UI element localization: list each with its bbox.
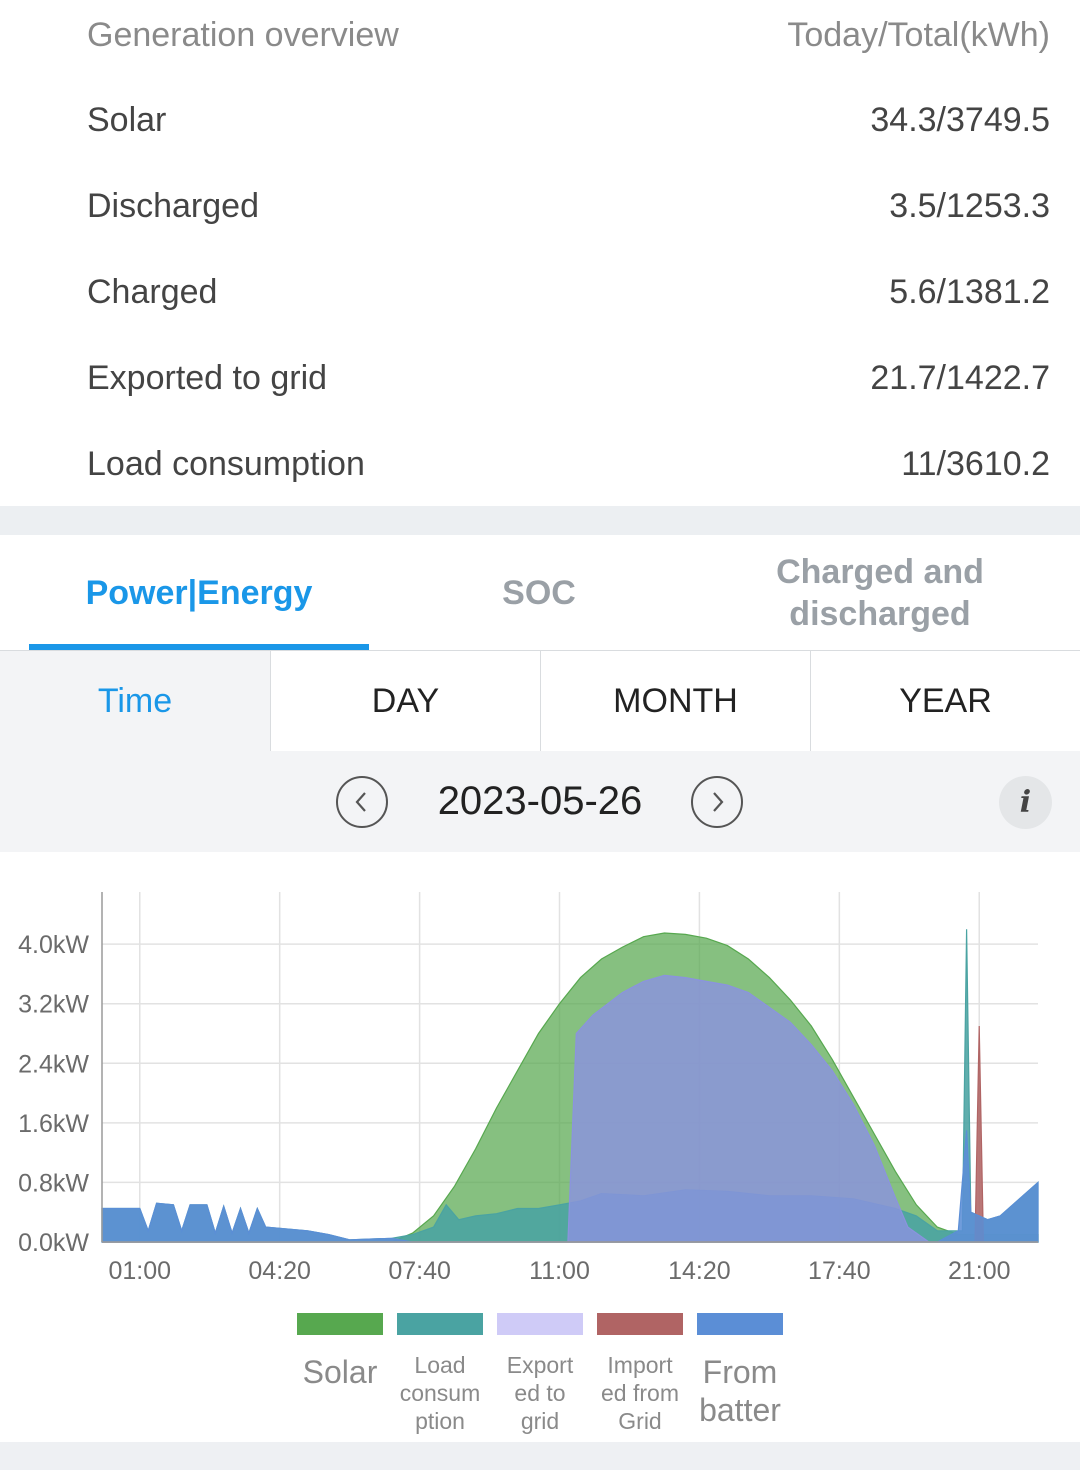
overview-row-charged: Charged 5.6/1381.2 [87,249,1050,335]
overview-row-exported: Exported to grid 21.7/1422.7 [87,335,1050,421]
overview-row-label: Load consumption [87,444,365,483]
overview-row-value: 21.7/1422.7 [870,358,1050,397]
overview-row-value: 11/3610.2 [901,444,1050,483]
power-chart-svg: 0.0kW 0.8kW 1.6kW 2.4kW 3.2kW 4.0kW 01:00 04:20… [18,892,1039,1285]
bottom-band [0,1442,1080,1470]
info-button[interactable]: i [999,776,1052,829]
legend-label: Export ed to grid [506,1352,574,1434]
legend-item-load[interactable]: Load consum ption [390,1310,490,1435]
legend-item-export[interactable]: Export ed to grid [490,1310,590,1435]
overview-row-label: Solar [87,100,167,139]
legend-item-battery[interactable]: From batter [690,1310,790,1429]
period-time-button[interactable]: Time [0,651,270,751]
chart-areas [101,929,1039,1243]
overview-row-label: Discharged [87,186,259,225]
x-tick-label: 04:20 [248,1257,311,1285]
x-tick-label: 07:40 [388,1257,451,1285]
tab-soc[interactable]: SOC [502,573,576,612]
y-tick-label: 0.0kW [18,1229,89,1257]
overview-row-load: Load consumption 11/3610.2 [87,421,1050,507]
x-tick-label: 01:00 [108,1257,171,1285]
y-tick-label: 1.6kW [18,1110,89,1138]
power-chart: 0.0kW 0.8kW 1.6kW 2.4kW 3.2kW 4.0kW 01:00 04:20… [0,852,1080,1442]
overview-row-label: Exported to grid [87,358,328,397]
overview-unit-label: Today/Total(kWh) [787,15,1050,54]
tab-charged-discharged[interactable]: Charged and discharged [776,552,984,633]
overview-row-value: 3.5/1253.3 [889,186,1050,225]
section-divider [0,506,1080,535]
x-tick-label: 14:20 [668,1257,731,1285]
series-area-exported-to-grid [102,974,1038,1243]
period-day-button[interactable]: DAY [270,651,540,751]
prev-date-button[interactable] [336,776,388,828]
date-bar: 2023-05-26 i [0,751,1080,852]
tab-power-energy[interactable]: Power|Energy [85,573,313,612]
overview-row-value: 34.3/3749.5 [870,100,1050,139]
legend-swatch [497,1313,583,1335]
next-date-button[interactable] [691,776,743,828]
active-tab-indicator [29,644,369,650]
overview-row-label: Charged [87,272,218,311]
period-year-button[interactable]: YEAR [810,651,1080,751]
overview-row-discharged: Discharged 3.5/1253.3 [87,163,1050,249]
chevron-left-icon [355,792,366,812]
legend-swatch [597,1313,683,1335]
y-tick-label: 4.0kW [18,931,89,959]
legend-label: Import ed from Grid [601,1352,679,1434]
y-tick-label: 0.8kW [18,1169,89,1197]
legend-swatch [697,1313,783,1335]
legend-item-import[interactable]: Import ed from Grid [590,1310,690,1435]
period-month-button[interactable]: MONTH [540,651,810,751]
y-tick-label: 3.2kW [18,991,89,1019]
legend-swatch [397,1313,483,1335]
info-icon: i [1019,785,1032,820]
chevron-right-icon [713,792,724,812]
x-tick-label: 17:40 [808,1257,871,1285]
overview-row-value: 5.6/1381.2 [889,272,1050,311]
overview-row-solar: Solar 34.3/3749.5 [87,77,1050,163]
legend-label: From batter [699,1354,781,1428]
legend-label: Load consum ption [399,1352,481,1434]
legend-label: Solar [302,1354,378,1390]
legend-item-solar[interactable]: Solar [290,1310,390,1391]
selected-date[interactable]: 2023-05-26 [437,779,643,823]
legend-swatch [297,1313,383,1335]
chart-tabs: Power|Energy SOC Charged and discharged [0,535,1080,650]
chart-axes: 0.0kW 0.8kW 1.6kW 2.4kW 3.2kW 4.0kW 01:00 04:20… [18,892,1038,1285]
x-tick-label: 21:00 [948,1257,1011,1285]
y-tick-label: 2.4kW [18,1050,89,1078]
generation-overview: Generation overview Today/Total(kWh) Sol… [0,0,1080,506]
period-selector: Time DAY MONTH YEAR [0,650,1080,751]
overview-title: Generation overview [87,15,399,54]
x-tick-label: 11:00 [529,1257,590,1285]
series-area-from-batter [101,1130,1039,1243]
overview-header: Generation overview Today/Total(kWh) [87,0,1050,78]
chart-legend: Solar Load consum ption Export ed to grid Im… [0,1310,1080,1442]
